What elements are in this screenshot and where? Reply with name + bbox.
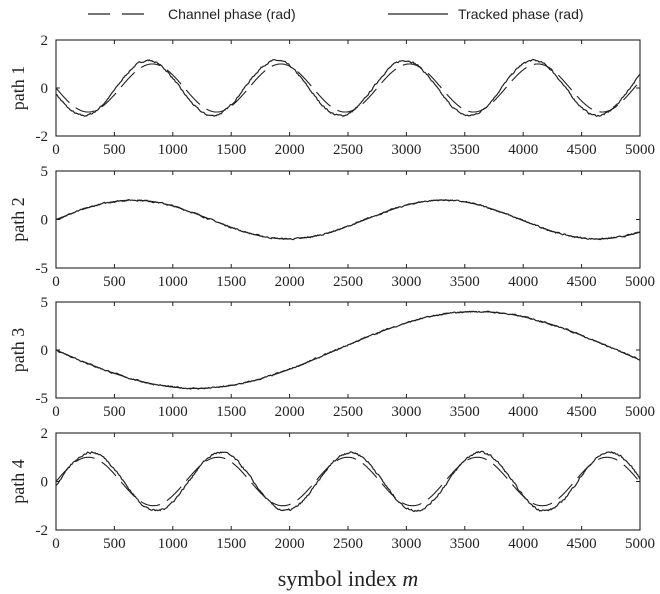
axes-frame bbox=[55, 301, 641, 399]
legend-channel-label: Channel phase (rad) bbox=[168, 6, 296, 22]
y-axis-label-path-2: path 2 bbox=[8, 197, 28, 242]
tracked-phase-line-path-4 bbox=[56, 450, 640, 513]
x-tick-label: 500 bbox=[103, 274, 126, 290]
x-tick-label: 3500 bbox=[450, 274, 480, 290]
x-tick-label: 2000 bbox=[275, 404, 305, 420]
x-tick-label: 3500 bbox=[450, 142, 480, 158]
y-tick-label: 0 bbox=[41, 81, 49, 97]
x-tick-label: 0 bbox=[52, 274, 60, 290]
x-tick-label: 1500 bbox=[216, 274, 246, 290]
x-tick-label: 1000 bbox=[158, 142, 188, 158]
y-axis-label-path-1: path 1 bbox=[8, 66, 28, 111]
x-tick-label: 0 bbox=[52, 536, 60, 552]
x-tick-label: 500 bbox=[103, 404, 126, 420]
channel-phase-line-path-2 bbox=[56, 199, 640, 240]
x-tick-label: 3000 bbox=[391, 404, 421, 420]
panel-path-3: 0 500 1000 1500 2000 2500 3000 3500 4000 4500 5000… bbox=[8, 295, 655, 420]
x-tick-label: 2000 bbox=[275, 274, 305, 290]
x-tick-label: 1000 bbox=[158, 404, 188, 420]
x-tick-label: 4500 bbox=[567, 274, 597, 290]
x-tick-label: 4500 bbox=[567, 142, 597, 158]
x-tick-label: 3000 bbox=[391, 142, 421, 158]
x-tick-label: 5000 bbox=[625, 142, 655, 158]
x-tick-label: 1500 bbox=[216, 404, 246, 420]
x-tick-label: 500 bbox=[103, 536, 126, 552]
tracked-phase-line-path-3 bbox=[56, 310, 640, 390]
y-axis-label-path-3: path 3 bbox=[8, 328, 28, 373]
x-tick-label: 500 bbox=[103, 142, 126, 158]
x-tick-label: 3000 bbox=[391, 536, 421, 552]
channel-phase-line-path-4 bbox=[56, 456, 640, 507]
x-tick-label: 2500 bbox=[333, 274, 363, 290]
tracked-phase-line-path-1 bbox=[56, 58, 640, 118]
panel-path-2: 0 500 1000 1500 2000 2500 3000 3500 4000 4500 5000… bbox=[8, 164, 655, 290]
x-axis-label-var: m bbox=[402, 566, 418, 591]
x-tick-label: 2500 bbox=[333, 536, 363, 552]
panel-path-1: 0 500 1000 1500 2000 2500 3000 3500 4000 4500 5000… bbox=[8, 33, 655, 158]
y-tick-label: -2 bbox=[36, 523, 49, 539]
x-tick-label: 1500 bbox=[216, 536, 246, 552]
y-tick-label: -5 bbox=[36, 261, 49, 277]
x-tick-label: 1000 bbox=[158, 274, 188, 290]
legend: Channel phase (rad) Tracked phase (rad) bbox=[88, 6, 584, 22]
channel-phase-line-path-1 bbox=[56, 63, 640, 113]
x-tick-label: 2500 bbox=[333, 404, 363, 420]
x-tick-label: 3500 bbox=[450, 404, 480, 420]
x-tick-label: 3500 bbox=[450, 536, 480, 552]
x-tick-label: 0 bbox=[52, 404, 60, 420]
x-tick-label: 4500 bbox=[567, 404, 597, 420]
x-tick-label: 4000 bbox=[508, 142, 538, 158]
x-tick-label: 4000 bbox=[508, 536, 538, 552]
channel-phase-line-path-3 bbox=[56, 311, 640, 389]
x-tick-label: 3000 bbox=[391, 274, 421, 290]
x-tick-label: 2000 bbox=[275, 142, 305, 158]
axes-frame bbox=[55, 170, 641, 269]
panel-path-4: 0 500 1000 1500 2000 2500 3000 3500 4000 4500 5000… bbox=[8, 426, 655, 552]
x-tick-label: 4000 bbox=[508, 404, 538, 420]
x-tick-label: 2500 bbox=[333, 142, 363, 158]
y-tick-label: 0 bbox=[41, 343, 49, 359]
x-tick-label: 5000 bbox=[625, 536, 655, 552]
x-tick-label: 4500 bbox=[567, 536, 597, 552]
x-tick-label: 5000 bbox=[625, 274, 655, 290]
x-tick-label: 1000 bbox=[158, 536, 188, 552]
tracked-phase-line-path-2 bbox=[56, 198, 640, 241]
y-tick-label: 2 bbox=[41, 426, 49, 442]
x-tick-label: 0 bbox=[52, 142, 60, 158]
y-tick-label: -5 bbox=[36, 391, 49, 407]
y-tick-label: 5 bbox=[41, 295, 49, 311]
x-axis-label: symbol index m bbox=[278, 566, 419, 591]
x-tick-label: 1500 bbox=[216, 142, 246, 158]
x-axis-label-text: symbol index bbox=[278, 566, 403, 591]
y-tick-label: 0 bbox=[41, 213, 49, 229]
y-tick-label: 5 bbox=[41, 164, 49, 180]
axes-frame bbox=[55, 432, 641, 531]
x-tick-label: 2000 bbox=[275, 536, 305, 552]
y-axis-label-path-4: path 4 bbox=[8, 459, 28, 504]
y-tick-label: 0 bbox=[41, 475, 49, 491]
x-tick-label: 4000 bbox=[508, 274, 538, 290]
y-tick-label: 2 bbox=[41, 33, 49, 49]
x-tick-label: 5000 bbox=[625, 404, 655, 420]
y-tick-label: -2 bbox=[36, 129, 49, 145]
legend-tracked-label: Tracked phase (rad) bbox=[458, 6, 584, 22]
axes-frame bbox=[55, 39, 641, 137]
